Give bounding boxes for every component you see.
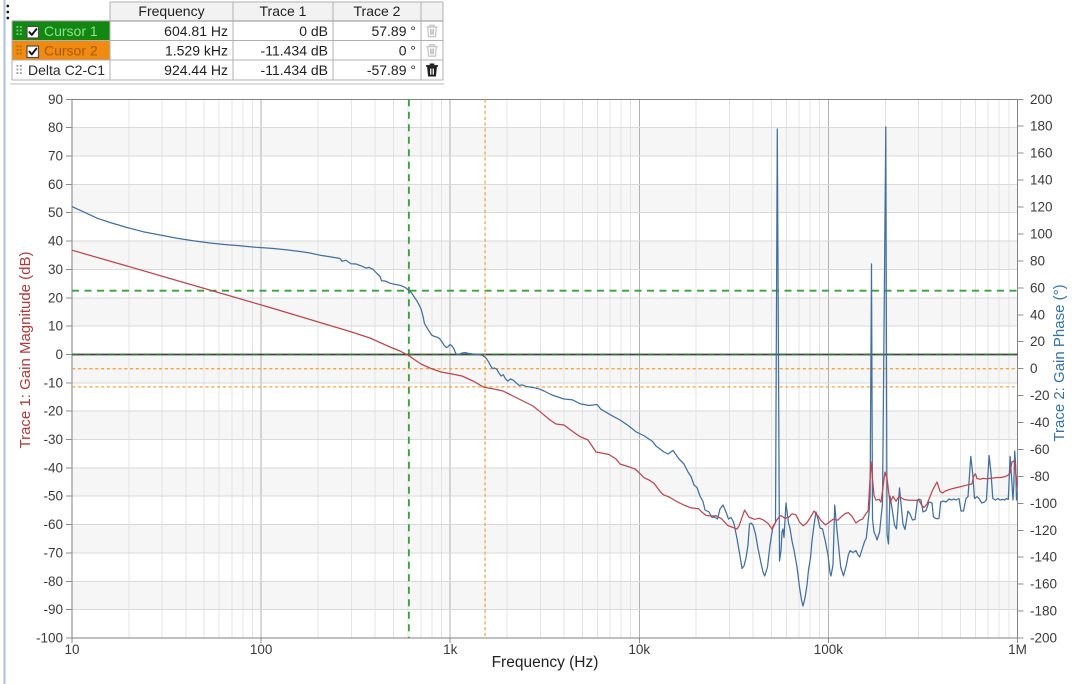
svg-text:-70: -70 [43, 545, 63, 560]
svg-text:-30: -30 [43, 432, 63, 447]
svg-text:-11.434 dB: -11.434 dB [261, 62, 328, 78]
svg-text:-140: -140 [1030, 550, 1057, 565]
svg-text:-20: -20 [1030, 388, 1050, 403]
svg-text:20: 20 [1030, 334, 1045, 349]
svg-text:Trace 2: Trace 2 [354, 3, 401, 19]
svg-text:60: 60 [48, 177, 63, 192]
svg-text:Delta C2-C1: Delta C2-C1 [28, 62, 105, 78]
svg-text:-11.434 dB: -11.434 dB [261, 43, 328, 59]
svg-text:-100: -100 [36, 631, 63, 646]
svg-text:Trace 1: Trace 1 [260, 3, 307, 19]
svg-text:-10: -10 [43, 375, 63, 390]
svg-text:50: 50 [48, 205, 63, 220]
svg-text:-200: -200 [1030, 631, 1057, 646]
svg-text:Cursor 1: Cursor 1 [44, 23, 98, 39]
svg-text:-80: -80 [43, 574, 63, 589]
svg-text:10k: 10k [628, 642, 650, 657]
svg-text:-20: -20 [43, 404, 63, 419]
svg-text:Trace 1: Gain Magnitude (dB): Trace 1: Gain Magnitude (dB) [17, 251, 34, 448]
svg-text:80: 80 [1030, 253, 1045, 268]
svg-text:200: 200 [1030, 92, 1053, 107]
svg-text:100k: 100k [814, 642, 844, 657]
svg-text:-160: -160 [1030, 577, 1057, 592]
svg-text:160: 160 [1030, 146, 1053, 161]
svg-text:90: 90 [48, 92, 63, 107]
svg-text:0 dB: 0 dB [299, 23, 328, 39]
svg-text:Frequency: Frequency [138, 3, 204, 19]
svg-text:-80: -80 [1030, 469, 1050, 484]
svg-text:Cursor 2: Cursor 2 [44, 43, 98, 59]
svg-text:0: 0 [55, 347, 63, 362]
svg-text:120: 120 [1030, 200, 1053, 215]
svg-text:-120: -120 [1030, 523, 1057, 538]
svg-text:20: 20 [48, 290, 63, 305]
svg-text:30: 30 [48, 262, 63, 277]
svg-text:-100: -100 [1030, 496, 1057, 511]
svg-text:40: 40 [48, 234, 63, 249]
svg-text:-90: -90 [43, 602, 63, 617]
svg-text:Frequency (Hz): Frequency (Hz) [492, 654, 599, 671]
svg-text:-180: -180 [1030, 604, 1057, 619]
svg-text:0: 0 [1030, 361, 1038, 376]
svg-text:10: 10 [48, 319, 63, 334]
svg-text:Trace 2: Gain Phase (°): Trace 2: Gain Phase (°) [1051, 284, 1068, 441]
svg-text:-40: -40 [1030, 415, 1050, 430]
svg-text:100: 100 [1030, 227, 1053, 242]
svg-text:0 °: 0 ° [399, 43, 416, 59]
svg-text:-60: -60 [43, 517, 63, 532]
svg-text:57.89 °: 57.89 ° [371, 23, 416, 39]
svg-text:40: 40 [1030, 307, 1045, 322]
svg-text:1k: 1k [443, 642, 458, 657]
svg-text:-60: -60 [1030, 442, 1050, 457]
svg-text:924.44 Hz: 924.44 Hz [164, 62, 228, 78]
svg-text:1.529 kHz: 1.529 kHz [165, 43, 228, 59]
svg-text:10: 10 [64, 642, 79, 657]
svg-text:1M: 1M [1008, 642, 1027, 657]
svg-text:-50: -50 [43, 489, 63, 504]
svg-text:180: 180 [1030, 119, 1053, 134]
svg-text:-57.89 °: -57.89 ° [367, 62, 416, 78]
svg-text:100: 100 [250, 642, 273, 657]
svg-text:60: 60 [1030, 280, 1045, 295]
svg-text:70: 70 [48, 149, 63, 164]
svg-text:80: 80 [48, 120, 63, 135]
svg-text:604.81 Hz: 604.81 Hz [164, 23, 228, 39]
svg-text:-40: -40 [43, 460, 63, 475]
svg-text:140: 140 [1030, 173, 1053, 188]
